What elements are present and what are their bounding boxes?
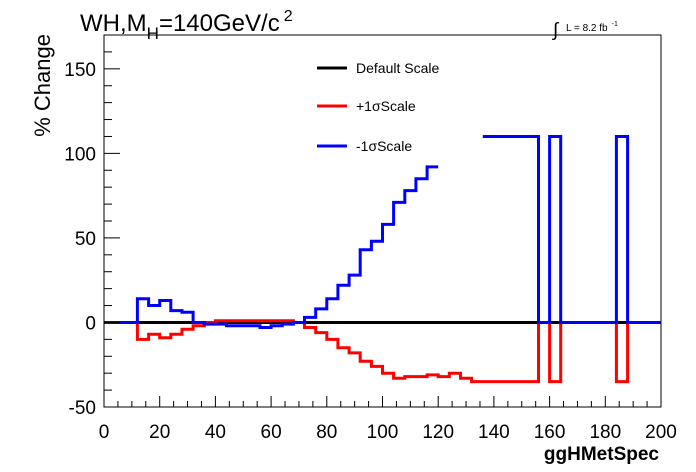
series-group [104, 135, 661, 384]
title-main: WH,M [80, 10, 147, 37]
y-tick-label: 50 [75, 229, 96, 250]
legend-label: Default Scale [356, 60, 439, 76]
x-tick-label: 200 [645, 422, 677, 443]
luminosity-label: L = 8.2 fb -1 [566, 21, 618, 34]
x-tick-label: 80 [316, 422, 337, 443]
x-axis-label: ggHMetSpec [544, 444, 660, 465]
title-superscript: 2 [284, 8, 293, 25]
title-rest: =140GeV/c [159, 10, 280, 37]
legend-label: -1σScale [356, 138, 412, 154]
y-tick-label: -50 [69, 398, 96, 419]
series-line-2 [104, 135, 661, 329]
x-axis-ticks: 0 20 40 60 80 100 120 140 160 180 200 [99, 396, 677, 443]
legend: Default Scale +1σScale -1σScale [317, 60, 439, 154]
x-tick-label: 40 [205, 422, 226, 443]
chart-title: WH,MH=140GeV/c 2 [80, 8, 293, 43]
x-tick-label: 60 [261, 422, 282, 443]
series-line-1 [104, 319, 661, 384]
y-tick-label: 100 [64, 144, 96, 165]
x-tick-label: 20 [149, 422, 170, 443]
y-axis-label: % Change [30, 34, 55, 137]
luminosity-text: L = 8.2 fb [566, 23, 608, 34]
x-tick-label: 160 [534, 422, 566, 443]
y-tick-label: 150 [64, 60, 96, 81]
x-tick-label: 140 [478, 422, 510, 443]
legend-label: +1σScale [356, 98, 416, 114]
title-subscript: H [147, 24, 159, 43]
x-tick-label: 120 [422, 422, 454, 443]
y-axis-ticks: -50 0 50 100 150 [64, 34, 120, 419]
integral-symbol: ∫ [552, 20, 560, 41]
x-tick-label: 100 [367, 422, 399, 443]
x-tick-label: 0 [99, 422, 110, 443]
y-tick-label: 0 [85, 313, 96, 334]
luminosity-superscript: -1 [612, 21, 618, 28]
x-tick-label: 180 [589, 422, 621, 443]
